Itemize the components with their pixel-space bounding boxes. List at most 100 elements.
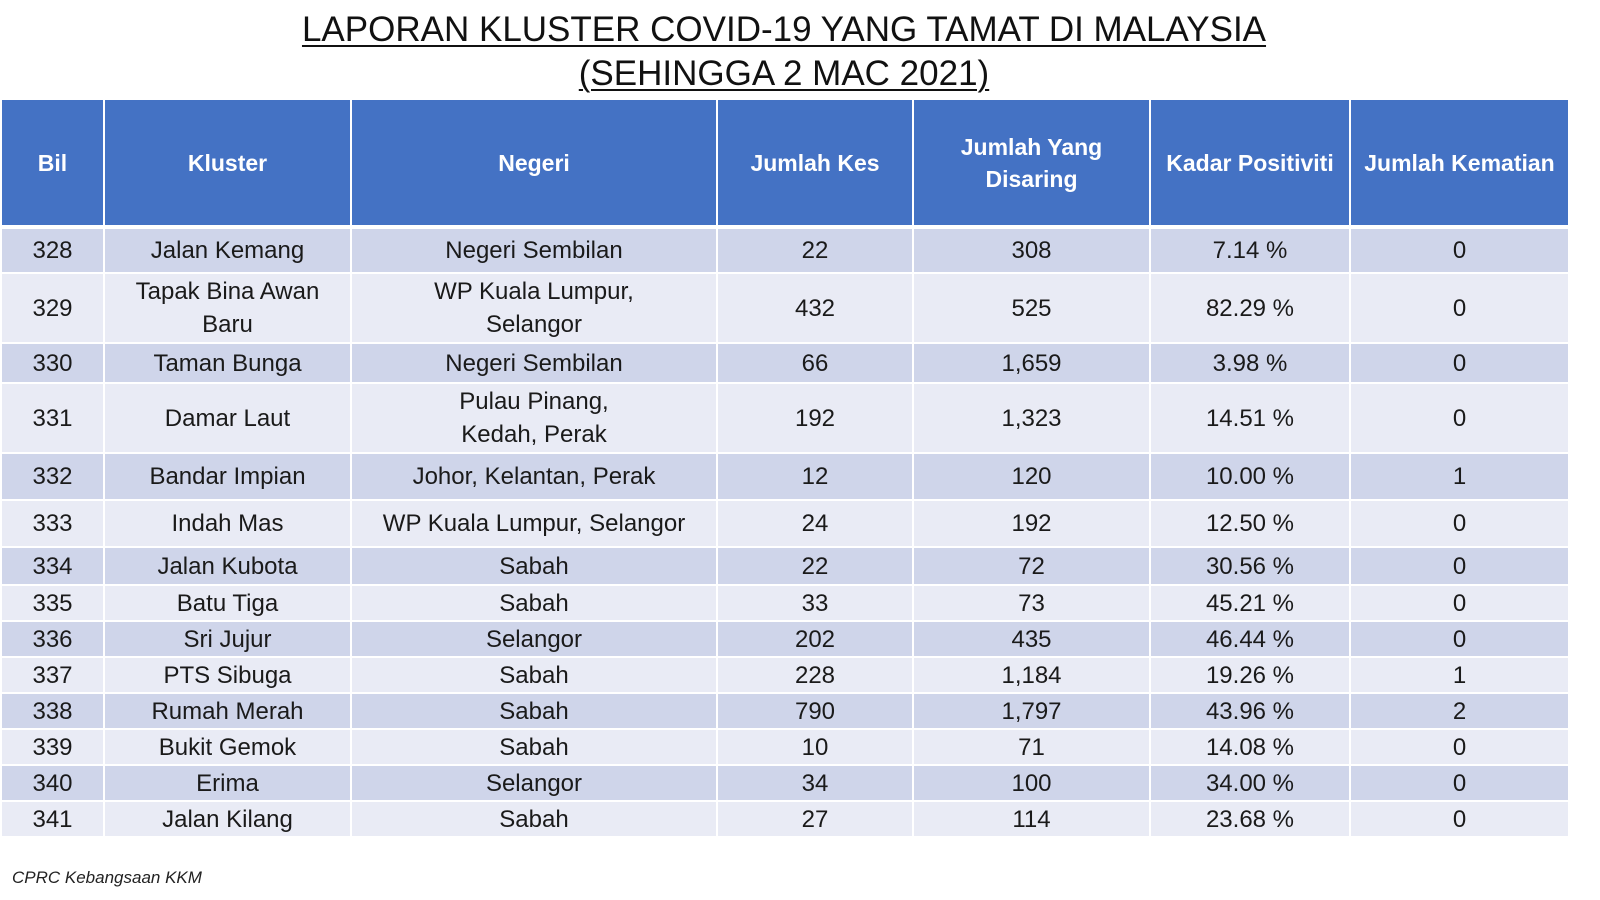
- cell-jumlah-disaring: 120: [914, 454, 1149, 501]
- cell-bil: 336: [2, 622, 103, 658]
- cell-kadar-positiviti: 19.26 %: [1151, 658, 1349, 694]
- cell-kluster: Damar Laut: [105, 384, 350, 454]
- cell-bil: 331: [2, 384, 103, 454]
- table-body: 328 Jalan Kemang Negeri Sembilan 22 308 7.14 …: [2, 229, 1568, 838]
- cell-bil: 329: [2, 274, 103, 344]
- cell-kadar-positiviti: 14.51 %: [1151, 384, 1349, 454]
- header-jumlah-kematian: Jumlah Kematian: [1351, 100, 1568, 229]
- cell-negeri: Negeri Sembilan: [352, 229, 716, 274]
- cell-jumlah-kes: 12: [718, 454, 912, 501]
- cell-negeri: Sabah: [352, 730, 716, 766]
- cell-bil: 332: [2, 454, 103, 501]
- cell-kadar-positiviti: 3.98 %: [1151, 344, 1349, 384]
- cell-jumlah-kematian: 0: [1351, 586, 1568, 622]
- table-row: 338 Rumah Merah Sabah 790 1,797 43.96 % 2: [2, 694, 1568, 730]
- table-row: 328 Jalan Kemang Negeri Sembilan 22 308 7.14 …: [2, 229, 1568, 274]
- cell-jumlah-kes: 228: [718, 658, 912, 694]
- cell-jumlah-kematian: 0: [1351, 501, 1568, 548]
- table-header-row: Bil Kluster Negeri Jumlah Kes Jumlah Yan…: [2, 100, 1568, 229]
- cell-jumlah-kematian: 0: [1351, 730, 1568, 766]
- cell-jumlah-kematian: 0: [1351, 229, 1568, 274]
- cell-jumlah-kes: 202: [718, 622, 912, 658]
- cluster-table: Bil Kluster Negeri Jumlah Kes Jumlah Yan…: [0, 100, 1570, 838]
- cell-bil: 333: [2, 501, 103, 548]
- table-row: 336 Sri Jujur Selangor 202 435 46.44 % 0: [2, 622, 1568, 658]
- cell-jumlah-kematian: 0: [1351, 274, 1568, 344]
- cell-jumlah-kematian: 0: [1351, 622, 1568, 658]
- cell-kluster: Taman Bunga: [105, 344, 350, 384]
- cell-jumlah-disaring: 435: [914, 622, 1149, 658]
- cell-jumlah-disaring: 308: [914, 229, 1149, 274]
- cell-jumlah-kes: 22: [718, 229, 912, 274]
- table-row: 337 PTS Sibuga Sabah 228 1,184 19.26 % 1: [2, 658, 1568, 694]
- cell-bil: 330: [2, 344, 103, 384]
- cell-jumlah-disaring: 114: [914, 802, 1149, 838]
- cell-jumlah-disaring: 71: [914, 730, 1149, 766]
- cell-bil: 338: [2, 694, 103, 730]
- cell-bil: 340: [2, 766, 103, 802]
- title-line-2: (SEHINGGA 2 MAC 2021): [578, 54, 990, 93]
- cell-jumlah-disaring: 1,323: [914, 384, 1149, 454]
- cell-kadar-positiviti: 10.00 %: [1151, 454, 1349, 501]
- cell-negeri: Selangor: [352, 622, 716, 658]
- cell-kadar-positiviti: 82.29 %: [1151, 274, 1349, 344]
- cell-jumlah-disaring: 72: [914, 548, 1149, 586]
- cell-jumlah-kematian: 1: [1351, 454, 1568, 501]
- cell-negeri: WP Kuala Lumpur, Selangor: [352, 501, 716, 548]
- header-jumlah-kes: Jumlah Kes: [718, 100, 912, 229]
- cell-negeri: Sabah: [352, 658, 716, 694]
- cell-jumlah-kes: 24: [718, 501, 912, 548]
- cell-jumlah-kes: 790: [718, 694, 912, 730]
- table-row: 339 Bukit Gemok Sabah 10 71 14.08 % 0: [2, 730, 1568, 766]
- cell-jumlah-disaring: 525: [914, 274, 1149, 344]
- cell-negeri: Sabah: [352, 586, 716, 622]
- cell-bil: 337: [2, 658, 103, 694]
- cell-jumlah-disaring: 1,797: [914, 694, 1149, 730]
- cell-jumlah-kes: 432: [718, 274, 912, 344]
- cell-negeri: Negeri Sembilan: [352, 344, 716, 384]
- table-row: 330 Taman Bunga Negeri Sembilan 66 1,659 3.98…: [2, 344, 1568, 384]
- header-jumlah-disaring: Jumlah Yang Disaring: [914, 100, 1149, 229]
- table-row: 331 Damar Laut Pulau Pinang, Kedah, Perak 1…: [2, 384, 1568, 454]
- cell-negeri: WP Kuala Lumpur, Selangor: [352, 274, 716, 344]
- cell-jumlah-kes: 27: [718, 802, 912, 838]
- table-row: 334 Jalan Kubota Sabah 22 72 30.56 % 0: [2, 548, 1568, 586]
- cell-kluster: Bandar Impian: [105, 454, 350, 501]
- cell-bil: 335: [2, 586, 103, 622]
- page-title: LAPORAN KLUSTER COVID-19 YANG TAMAT DI M…: [0, 8, 1568, 96]
- cell-jumlah-kematian: 0: [1351, 384, 1568, 454]
- cell-kluster: Sri Jujur: [105, 622, 350, 658]
- cell-kluster: Rumah Merah: [105, 694, 350, 730]
- cell-kluster: Indah Mas: [105, 501, 350, 548]
- cell-jumlah-kematian: 1: [1351, 658, 1568, 694]
- cell-jumlah-kes: 66: [718, 344, 912, 384]
- cell-jumlah-kematian: 2: [1351, 694, 1568, 730]
- cell-jumlah-kes: 33: [718, 586, 912, 622]
- cell-jumlah-disaring: 1,184: [914, 658, 1149, 694]
- cell-jumlah-kes: 22: [718, 548, 912, 586]
- cell-jumlah-kematian: 0: [1351, 766, 1568, 802]
- cell-kadar-positiviti: 46.44 %: [1151, 622, 1349, 658]
- cell-negeri: Sabah: [352, 694, 716, 730]
- cell-negeri: Selangor: [352, 766, 716, 802]
- cell-bil: 341: [2, 802, 103, 838]
- cell-kluster: Batu Tiga: [105, 586, 350, 622]
- cell-kluster: Jalan Kemang: [105, 229, 350, 274]
- cell-negeri: Sabah: [352, 548, 716, 586]
- cell-kadar-positiviti: 7.14 %: [1151, 229, 1349, 274]
- cell-kadar-positiviti: 45.21 %: [1151, 586, 1349, 622]
- cell-kluster: Tapak Bina Awan Baru: [105, 274, 350, 344]
- cell-kluster: Bukit Gemok: [105, 730, 350, 766]
- cell-jumlah-kes: 34: [718, 766, 912, 802]
- header-bil: Bil: [2, 100, 103, 229]
- cell-bil: 328: [2, 229, 103, 274]
- table-row: 329 Tapak Bina Awan Baru WP Kuala Lumpur, …: [2, 274, 1568, 344]
- cell-bil: 334: [2, 548, 103, 586]
- header-kluster: Kluster: [105, 100, 350, 229]
- table-row: 335 Batu Tiga Sabah 33 73 45.21 % 0: [2, 586, 1568, 622]
- cell-jumlah-kematian: 0: [1351, 344, 1568, 384]
- cell-jumlah-kes: 10: [718, 730, 912, 766]
- cell-negeri: Sabah: [352, 802, 716, 838]
- cell-negeri: Johor, Kelantan, Perak: [352, 454, 716, 501]
- cell-jumlah-disaring: 1,659: [914, 344, 1149, 384]
